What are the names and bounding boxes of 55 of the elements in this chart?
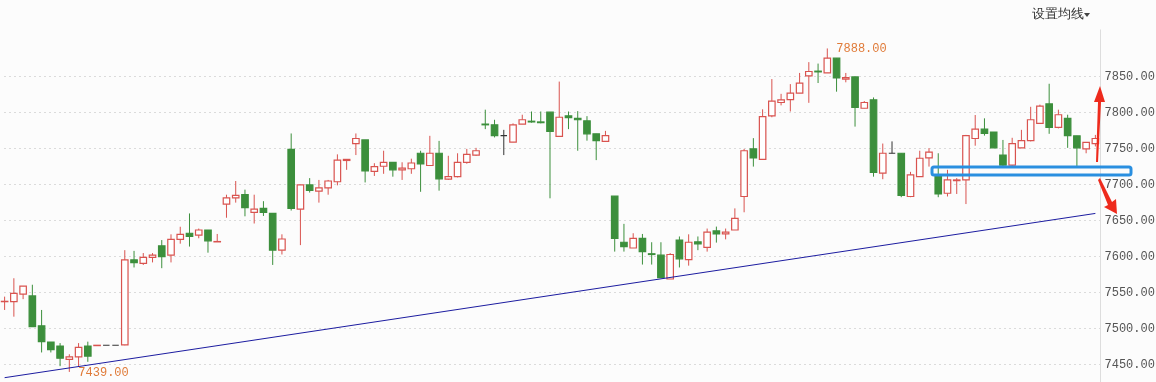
candlestick	[527, 110, 536, 124]
text: 设置均线	[1032, 5, 1084, 23]
y-tick-label: 7450.00	[1104, 358, 1155, 373]
candlestick	[379, 150, 388, 175]
candlestick	[250, 194, 259, 225]
candlestick	[342, 158, 351, 171]
candlestick	[694, 235, 702, 251]
candlestick	[130, 250, 138, 268]
candlestick	[241, 189, 249, 217]
candlestick	[333, 153, 342, 186]
candlestick	[731, 207, 739, 231]
candlestick	[352, 132, 360, 156]
y-tick-label: 7850.00	[1104, 70, 1155, 85]
candlestick	[620, 223, 628, 253]
candlestick	[906, 171, 915, 198]
candlestick	[416, 150, 425, 193]
candlestick	[999, 139, 1007, 168]
candlestick	[157, 239, 166, 269]
candlestick	[943, 169, 952, 197]
candlestick	[481, 109, 490, 130]
y-tick-label: 7500.00	[1104, 322, 1155, 337]
candlestick	[231, 180, 240, 204]
y-tick-label: 7550.00	[1104, 286, 1155, 301]
y-tick-label: 7800.00	[1104, 106, 1155, 121]
candlestick	[832, 57, 841, 93]
y-tick-label: 7700.00	[1104, 178, 1155, 193]
candlestick	[204, 229, 212, 254]
candlestick	[675, 235, 684, 268]
candlestick	[684, 233, 693, 267]
candlestick	[647, 241, 656, 266]
candlestick	[426, 135, 434, 167]
y-tick-label: 7750.00	[1104, 142, 1155, 157]
candlestick	[444, 155, 453, 181]
candlestick	[278, 233, 286, 255]
annotation: 7888.00	[836, 42, 887, 57]
y-tick-label: 7600.00	[1104, 250, 1155, 265]
candlestick	[555, 81, 564, 137]
candlestick	[389, 161, 397, 178]
candlestick	[1008, 137, 1017, 168]
candlestick	[749, 137, 758, 168]
candlestick	[222, 194, 231, 219]
candlestick	[657, 241, 665, 279]
candlestick	[814, 63, 822, 84]
y-tick-label: 7650.00	[1104, 214, 1155, 229]
annotation: 7439.00	[78, 365, 129, 380]
candlestick	[934, 152, 943, 198]
candlestick	[804, 61, 813, 104]
candlestick	[703, 228, 711, 253]
candlestick	[1045, 83, 1053, 135]
candlestick	[83, 341, 92, 363]
candlestick	[37, 309, 46, 353]
candlestick	[1017, 129, 1026, 149]
candlestick	[878, 143, 887, 180]
candlestick	[795, 72, 804, 94]
candlestick	[823, 47, 832, 74]
